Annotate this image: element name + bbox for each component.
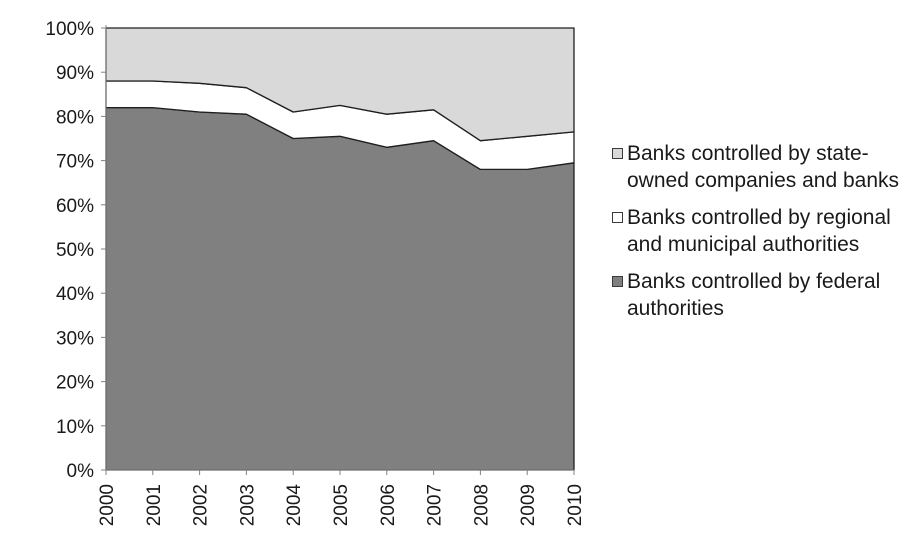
- y-tick-label: 70%: [56, 152, 94, 173]
- x-tick-label: 2009: [518, 484, 539, 526]
- x-tick-label: 2004: [284, 484, 305, 527]
- legend-swatch: [612, 148, 623, 159]
- legend-label: Banks controlled by regional and municip…: [627, 206, 891, 256]
- legend-label: Banks controlled by state-owned companie…: [627, 142, 900, 192]
- legend-label: Banks controlled by federal authorities: [627, 270, 881, 320]
- y-tick-label: 10%: [56, 417, 94, 438]
- x-tick-label: 2001: [144, 484, 165, 526]
- y-tick-label: 20%: [56, 373, 94, 394]
- y-tick-label: 30%: [56, 328, 94, 349]
- x-tick-label: 2007: [425, 484, 446, 526]
- x-tick-label: 2008: [471, 484, 492, 526]
- legend-swatch: [612, 212, 623, 223]
- x-tick-label: 2005: [331, 484, 352, 526]
- x-tick-label: 2000: [97, 484, 118, 526]
- y-tick-label: 60%: [56, 196, 94, 217]
- y-tick-label: 40%: [56, 284, 94, 305]
- x-tick-label: 2002: [191, 484, 212, 526]
- y-tick-label: 90%: [56, 63, 94, 84]
- area-series-2: [105, 27, 575, 142]
- legend-item: Banks controlled by federal authorities: [612, 268, 912, 322]
- y-tick-label: 50%: [56, 240, 94, 261]
- x-tick-label: 2003: [237, 484, 258, 526]
- legend-item: Banks controlled by regional and municip…: [612, 204, 912, 258]
- legend-swatch: [612, 276, 623, 287]
- y-tick-label: 0%: [67, 461, 95, 482]
- legend: Banks controlled by state-owned companie…: [612, 140, 912, 332]
- legend-item: Banks controlled by state-owned companie…: [612, 140, 912, 194]
- x-tick-label: 2006: [378, 484, 399, 526]
- y-tick-label: 100%: [45, 19, 94, 40]
- x-tick-label: 2010: [565, 484, 586, 526]
- y-tick-label: 80%: [56, 107, 94, 128]
